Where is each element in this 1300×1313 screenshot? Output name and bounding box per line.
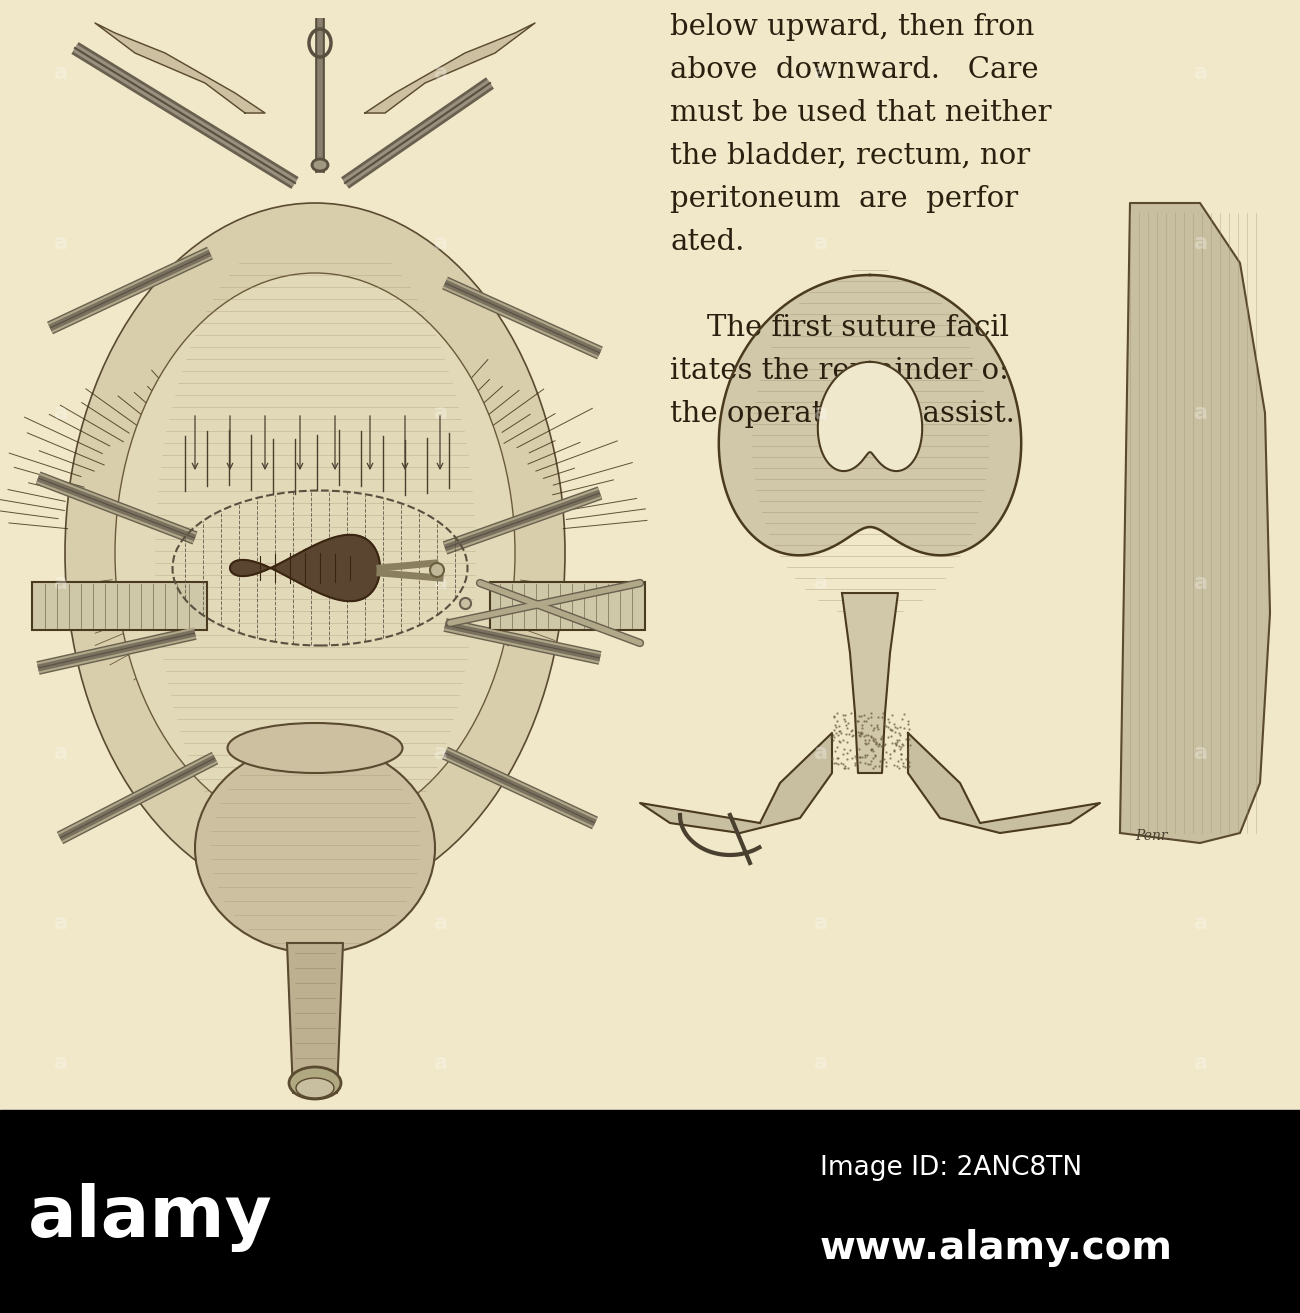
Polygon shape	[818, 362, 922, 471]
Text: a: a	[433, 403, 447, 423]
Text: a: a	[812, 403, 827, 423]
Ellipse shape	[114, 273, 515, 832]
Text: a: a	[1193, 232, 1206, 253]
Ellipse shape	[296, 1078, 334, 1098]
Text: a: a	[812, 572, 827, 593]
Text: peritoneum  are  perfor: peritoneum are perfor	[670, 185, 1018, 213]
Text: above  downward.   Care: above downward. Care	[670, 56, 1039, 84]
Text: The first suture facil: The first suture facil	[670, 314, 1009, 341]
Text: a: a	[53, 232, 68, 253]
Bar	[0, 1109, 1300, 1313]
Text: ated.: ated.	[670, 228, 745, 256]
Text: a: a	[53, 572, 68, 593]
Polygon shape	[1121, 204, 1270, 843]
Text: a: a	[53, 913, 68, 934]
Polygon shape	[907, 733, 1100, 832]
Polygon shape	[95, 24, 265, 113]
Text: a: a	[812, 743, 827, 763]
Text: a: a	[1193, 403, 1206, 423]
Polygon shape	[287, 943, 343, 1092]
Text: a: a	[1193, 1053, 1206, 1073]
Text: the operation by assist.: the operation by assist.	[670, 400, 1015, 428]
Text: a: a	[433, 1053, 447, 1073]
Text: below upward, then fron: below upward, then fron	[670, 13, 1035, 41]
FancyBboxPatch shape	[32, 582, 207, 630]
Text: a: a	[433, 743, 447, 763]
Text: a: a	[433, 913, 447, 934]
Text: a: a	[433, 572, 447, 593]
Text: a: a	[1193, 743, 1206, 763]
Text: a: a	[433, 232, 447, 253]
Polygon shape	[719, 274, 1022, 555]
Text: a: a	[1193, 913, 1206, 934]
Ellipse shape	[227, 723, 403, 773]
Text: a: a	[53, 743, 68, 763]
FancyBboxPatch shape	[490, 582, 645, 630]
Text: alamy: alamy	[29, 1183, 273, 1253]
Ellipse shape	[65, 204, 566, 903]
Text: the bladder, rectum, nor: the bladder, rectum, nor	[670, 142, 1030, 169]
Text: a: a	[433, 63, 447, 83]
Polygon shape	[842, 593, 898, 773]
Text: a: a	[53, 63, 68, 83]
Text: must be used that neither: must be used that neither	[670, 98, 1052, 127]
Text: www.alamy.com: www.alamy.com	[820, 1229, 1173, 1267]
Text: a: a	[812, 913, 827, 934]
Text: a: a	[1193, 572, 1206, 593]
Text: Image ID: 2ANC8TN: Image ID: 2ANC8TN	[820, 1155, 1082, 1180]
Polygon shape	[640, 733, 832, 832]
Ellipse shape	[289, 1067, 341, 1099]
Text: a: a	[53, 403, 68, 423]
Text: a: a	[812, 63, 827, 83]
Text: a: a	[53, 1053, 68, 1073]
Ellipse shape	[195, 743, 436, 953]
Text: a: a	[812, 232, 827, 253]
Text: Penr.: Penr.	[1135, 829, 1170, 843]
Bar	[30, 24, 655, 1103]
Ellipse shape	[430, 563, 445, 576]
Ellipse shape	[312, 159, 328, 171]
Text: a: a	[1193, 63, 1206, 83]
Polygon shape	[365, 24, 536, 113]
Polygon shape	[230, 534, 380, 601]
Text: itates the remainder o:: itates the remainder o:	[670, 357, 1009, 385]
Text: a: a	[812, 1053, 827, 1073]
